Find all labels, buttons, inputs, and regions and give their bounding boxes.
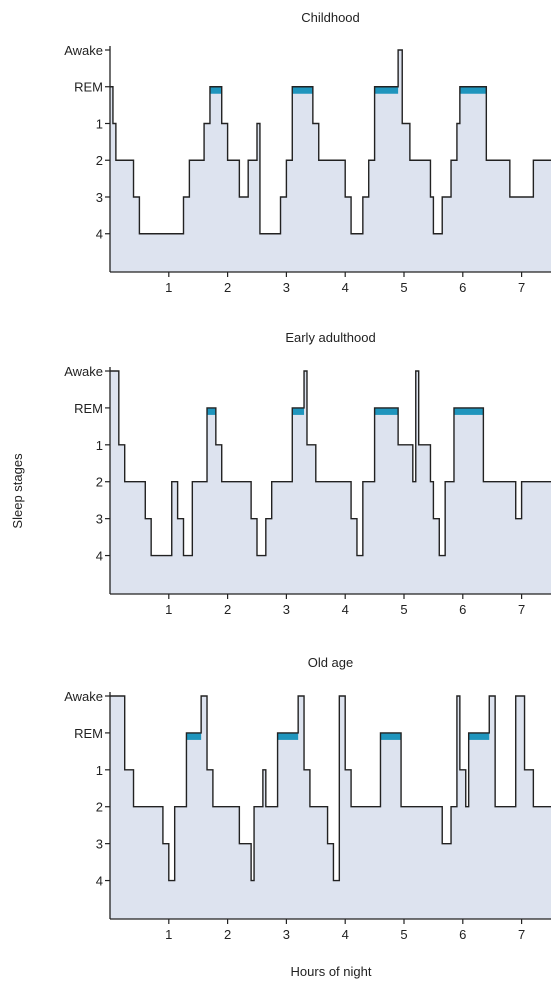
y-tick-label-3: 2 <box>96 153 103 168</box>
rem-period-4 <box>468 732 490 740</box>
x-tick-label-5: 6 <box>459 602 466 617</box>
x-tick-label-2: 3 <box>283 602 290 617</box>
chart-panel-3: Old age Awake REM 1 2 3 4 1 2 3 4 5 6 7 <box>64 655 551 942</box>
x-tick-label-3: 4 <box>342 927 349 942</box>
chart-title: Early adulthood <box>285 330 375 345</box>
x-tick-label-2: 3 <box>283 927 290 942</box>
rem-period-1 <box>209 86 222 94</box>
rem-period-2 <box>292 86 313 94</box>
x-tick-label-1: 2 <box>224 280 231 295</box>
rem-period-4 <box>459 86 487 94</box>
x-tick-label-3: 4 <box>342 602 349 617</box>
y-tick-label-2: 1 <box>96 116 103 131</box>
y-tick-label-2: 1 <box>96 438 103 453</box>
sleep-stage-line <box>110 49 551 235</box>
x-tick-label-0: 1 <box>165 602 172 617</box>
sleep-area <box>110 371 551 594</box>
y-tick-label-1: REM <box>74 401 103 416</box>
x-tick-label-3: 4 <box>342 280 349 295</box>
y-tick-label-0: Awake <box>64 689 103 704</box>
chart-title: Old age <box>308 655 354 670</box>
x-tick-label-4: 5 <box>400 280 407 295</box>
x-tick-label-6: 7 <box>518 602 525 617</box>
x-tick-label-1: 2 <box>224 602 231 617</box>
y-tick-label-3: 2 <box>96 800 103 815</box>
x-tick-label-4: 5 <box>400 602 407 617</box>
sleep-stage-line <box>110 370 551 557</box>
y-tick-label-3: 2 <box>96 475 103 490</box>
rem-period-3 <box>380 732 402 740</box>
x-tick-label-4: 5 <box>400 927 407 942</box>
y-tick-label-5: 4 <box>96 549 103 564</box>
chart-panel-1: Childhood Awake REM 1 2 3 4 1 2 3 4 5 6 7 <box>64 10 551 295</box>
y-tick-label-1: REM <box>74 80 103 95</box>
sleep-area <box>110 50 551 272</box>
y-tick-label-2: 1 <box>96 763 103 778</box>
rem-period-2 <box>277 732 299 740</box>
x-tick-label-6: 7 <box>518 280 525 295</box>
y-tick-label-5: 4 <box>96 874 103 889</box>
y-tick-label-4: 3 <box>96 512 103 527</box>
x-tick-label-0: 1 <box>165 927 172 942</box>
x-tick-label-0: 1 <box>165 280 172 295</box>
y-tick-label-4: 3 <box>96 190 103 205</box>
rem-period-1 <box>186 732 202 740</box>
sleep-stage-line <box>110 695 551 882</box>
rem-period-3 <box>374 86 399 94</box>
chart-panel-2: Early adulthood Awake REM 1 2 3 4 1 2 3 4 5 6 7 <box>64 330 551 617</box>
y-tick-label-4: 3 <box>96 837 103 852</box>
chart-title: Childhood <box>301 10 360 25</box>
x-tick-label-6: 7 <box>518 927 525 942</box>
rem-period-4 <box>453 407 484 415</box>
x-tick-label-2: 3 <box>283 280 290 295</box>
figure-xlabel: Hours of night <box>291 964 372 979</box>
y-tick-label-5: 4 <box>96 227 103 242</box>
figure-ylabel: Sleep stages <box>10 453 25 529</box>
x-tick-label-1: 2 <box>224 927 231 942</box>
rem-period-2 <box>292 407 305 415</box>
x-tick-label-5: 6 <box>459 280 466 295</box>
rem-period-3 <box>374 407 399 415</box>
y-tick-label-1: REM <box>74 726 103 741</box>
y-tick-label-0: Awake <box>64 43 103 58</box>
y-tick-label-0: Awake <box>64 364 103 379</box>
x-tick-label-5: 6 <box>459 927 466 942</box>
rem-period-1 <box>207 407 216 415</box>
sleep-area <box>110 696 551 919</box>
